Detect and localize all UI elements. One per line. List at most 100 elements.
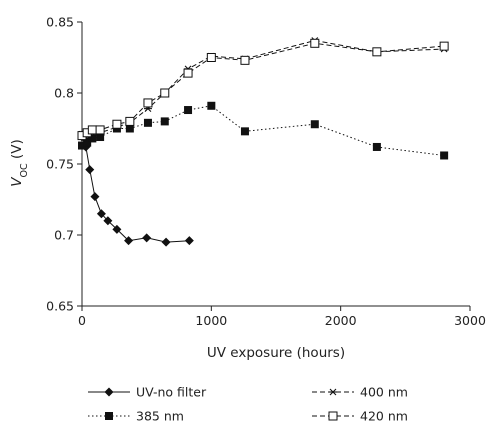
legend-item-400-nm: 400 nm bbox=[312, 385, 408, 400]
diamond-marker-shape bbox=[161, 237, 171, 247]
open-square-marker-shape bbox=[87, 125, 97, 135]
data-point bbox=[112, 119, 122, 129]
series-line bbox=[81, 136, 190, 243]
filled-square-marker-shape bbox=[207, 101, 216, 110]
series-line bbox=[81, 42, 445, 137]
filled-square-marker-shape bbox=[143, 118, 152, 127]
y-axis-title: VOC (V) bbox=[9, 139, 30, 186]
x-axis-title: UV exposure (hours) bbox=[207, 345, 345, 361]
diamond-marker-shape bbox=[85, 165, 95, 175]
y-tick-label: 0.7 bbox=[54, 228, 74, 243]
x-tick-label: 3000 bbox=[454, 313, 486, 328]
data-point bbox=[83, 138, 92, 147]
data-point bbox=[372, 47, 382, 57]
legend-item-385-nm: 385 nm bbox=[88, 409, 184, 424]
data-point bbox=[124, 236, 134, 246]
open-square-marker-shape bbox=[328, 411, 338, 421]
data-point bbox=[95, 125, 105, 135]
diamond-marker-shape bbox=[96, 209, 106, 219]
legend-marker bbox=[105, 412, 113, 420]
data-point bbox=[310, 38, 320, 48]
legend-marker bbox=[328, 411, 338, 421]
filled-square-marker-shape bbox=[105, 412, 113, 420]
filled-square-marker-shape bbox=[83, 138, 92, 147]
data-point bbox=[160, 117, 169, 126]
diamond-marker-shape bbox=[103, 216, 113, 226]
filled-square-marker-shape bbox=[184, 106, 193, 115]
data-point bbox=[206, 53, 216, 62]
filled-square-marker-shape bbox=[125, 124, 134, 133]
data-point bbox=[143, 98, 153, 108]
diamond-marker-shape bbox=[90, 192, 100, 202]
filled-square-marker-shape bbox=[96, 133, 105, 142]
legend: UV-no filter 385 nm 400 nm 420 nm bbox=[88, 385, 408, 424]
legend-item-uv-no-filter: UV-no filter bbox=[88, 385, 207, 400]
x-tick-label: 2000 bbox=[325, 313, 357, 328]
legend-label: UV-no filter bbox=[136, 385, 207, 400]
open-square-marker-shape bbox=[240, 55, 250, 65]
data-point bbox=[103, 216, 113, 226]
data-point bbox=[183, 68, 193, 78]
x-tick-label: 0 bbox=[78, 313, 86, 328]
open-square-marker-shape bbox=[143, 98, 153, 108]
data-point bbox=[160, 88, 170, 98]
y-tick-label: 0.8 bbox=[54, 86, 74, 101]
data-point bbox=[161, 237, 171, 247]
legend-item-420-nm: 420 nm bbox=[312, 409, 408, 424]
x-tick-label: 1000 bbox=[195, 313, 227, 328]
data-point bbox=[207, 101, 216, 110]
data-point bbox=[184, 106, 193, 115]
data-point bbox=[310, 120, 319, 129]
filled-square-marker-shape bbox=[372, 142, 381, 151]
open-square-marker-shape bbox=[183, 68, 193, 78]
y-axis-title-symbol: V bbox=[9, 176, 25, 187]
y-tick-label: 0.85 bbox=[46, 15, 74, 30]
data-point bbox=[87, 125, 97, 135]
data-point bbox=[85, 165, 95, 175]
diamond-marker-shape bbox=[112, 224, 122, 234]
open-square-marker-shape bbox=[372, 47, 382, 57]
legend-label: 420 nm bbox=[360, 409, 408, 424]
data-point bbox=[96, 209, 106, 219]
series-line bbox=[81, 105, 445, 156]
y-tick-label: 0.65 bbox=[46, 299, 74, 314]
data-point bbox=[439, 41, 449, 51]
data-point bbox=[142, 233, 152, 243]
legend-marker bbox=[104, 387, 114, 397]
series-line bbox=[81, 39, 445, 139]
data-point bbox=[88, 134, 97, 143]
y-tick-label: 0.75 bbox=[46, 157, 74, 172]
data-point bbox=[240, 55, 250, 65]
diamond-marker-shape bbox=[142, 233, 152, 243]
data-point bbox=[440, 151, 449, 160]
open-square-marker-shape bbox=[112, 119, 122, 129]
filled-square-marker-shape bbox=[310, 120, 319, 129]
data-point bbox=[112, 224, 122, 234]
diamond-marker-shape bbox=[104, 387, 114, 397]
filled-square-marker-shape bbox=[440, 151, 449, 160]
legend-label: 385 nm bbox=[136, 409, 184, 424]
y-axis-title-unit: (V) bbox=[9, 139, 25, 163]
y-axis-title-subscript: OC bbox=[19, 163, 30, 177]
series-uv-no-filter bbox=[77, 132, 194, 247]
data-point bbox=[240, 127, 249, 136]
data-point bbox=[184, 236, 194, 246]
open-square-marker-shape bbox=[95, 125, 105, 135]
data-point bbox=[78, 141, 86, 150]
legend-marker bbox=[329, 388, 337, 396]
data-point bbox=[96, 133, 105, 142]
data-point bbox=[372, 142, 381, 151]
open-square-marker-shape bbox=[160, 88, 170, 98]
open-square-marker-shape bbox=[125, 116, 135, 126]
filled-square-marker-shape bbox=[240, 127, 249, 136]
series-385-nm bbox=[78, 101, 449, 160]
series-420-nm bbox=[77, 38, 449, 141]
data-point bbox=[125, 124, 134, 133]
data-point bbox=[143, 118, 152, 127]
filled-square-marker-shape bbox=[78, 141, 86, 150]
axes: 0.65 0.7 0.75 0.8 0.85 0 1000 2000 3000 bbox=[46, 15, 486, 329]
asterisk-stroke bbox=[329, 388, 337, 396]
data-series bbox=[77, 37, 449, 247]
open-square-marker-shape bbox=[439, 41, 449, 51]
open-square-marker-shape bbox=[206, 53, 216, 62]
